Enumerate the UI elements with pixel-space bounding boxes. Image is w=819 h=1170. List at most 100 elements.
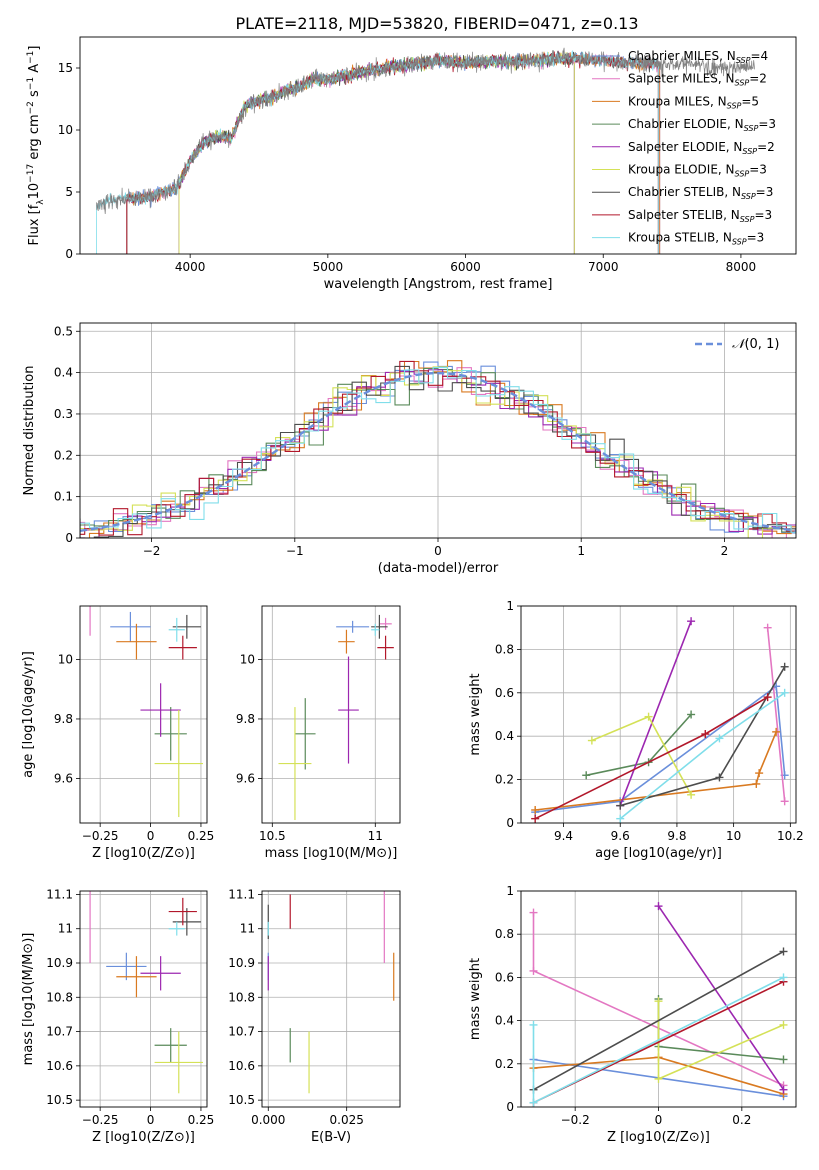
x-axis-label: Z [log10(Z/Z⊙)] <box>607 1130 710 1145</box>
y-tick-label: 10.5 <box>46 1093 73 1107</box>
x-axis-label: (data-model)/error <box>378 561 499 576</box>
errorbar-point <box>154 1031 203 1094</box>
y-tick-label: 1 <box>506 599 514 613</box>
y-tick-label: 0.2 <box>495 773 514 787</box>
y-tick-label: 0 <box>65 531 73 545</box>
legend-label: Kroupa MILES, NSSP=5 <box>628 94 759 110</box>
y-tick-label: 11 <box>58 922 73 936</box>
legend-label: Chabrier STELIB, NSSP=3 <box>628 185 773 201</box>
plus-marker <box>763 623 772 632</box>
x-tick-label: 10.5 <box>259 829 286 843</box>
plus-marker <box>772 727 781 736</box>
x-tick-label: 0 <box>434 544 442 558</box>
y-tick-label: 9.6 <box>54 771 73 785</box>
plus-marker <box>531 805 540 814</box>
errorbar-point <box>168 921 185 936</box>
plus-marker <box>779 947 788 956</box>
axes-frame <box>79 36 797 255</box>
plus-marker <box>654 902 663 911</box>
y-axis-label: Normed distribution <box>22 366 37 496</box>
errorbar-point <box>294 698 316 770</box>
plus-marker <box>779 1085 788 1094</box>
x-tick-label: 6000 <box>450 260 481 274</box>
y-tick-label: 11 <box>240 922 255 936</box>
errorbar-point <box>371 614 388 639</box>
plus-marker <box>529 1098 538 1107</box>
y-tick-label: 0 <box>506 816 514 830</box>
y-tick-label: 0.4 <box>495 729 514 743</box>
errorbar-point <box>172 908 201 936</box>
plus-marker <box>779 1055 788 1064</box>
x-tick-label: 0.000 <box>251 1113 285 1127</box>
axes-frame <box>79 605 208 824</box>
y-tick-label: 10 <box>240 653 255 667</box>
legend-label: Salpeter STELIB, NSSP=3 <box>628 208 772 224</box>
histogram-line <box>80 360 796 536</box>
histogram-line <box>80 367 796 538</box>
errorbars <box>89 606 203 818</box>
plus-marker <box>616 801 625 810</box>
x-axis-label: mass [log10(M/M⊙)] <box>265 846 398 861</box>
age-vs-mass-panel: 10.5 11 9.6 9.8 10 mass [log10(M/M⊙)] <box>236 605 401 861</box>
y-tick-label: 0.1 <box>54 490 73 504</box>
y-axis-label: Flux [fλ10−17 erg cm−2 s−1 A−1] <box>26 46 46 246</box>
legend-label: Chabrier ELODIE, NSSP=3 <box>628 117 776 133</box>
errorbar-point <box>116 956 157 998</box>
errorbar-point <box>336 620 370 633</box>
errorbar-point <box>371 623 380 636</box>
y-tick-label: 10 <box>58 653 73 667</box>
observed-spectrum-line <box>96 47 755 215</box>
plus-marker <box>687 617 696 626</box>
weight-line <box>533 950 784 1091</box>
x-tick-label: 0.025 <box>330 1113 364 1127</box>
plus-marker <box>529 1020 538 1029</box>
age-vs-Z-panel: −0.25 0 0.25 9.6 9.8 10 Z [log10(Z/Z⊙)] age [lo… <box>21 605 214 861</box>
x-tick-label: 9.4 <box>554 829 573 843</box>
x-tick-label: −0.2 <box>561 1113 590 1127</box>
errorbar-point <box>140 956 181 991</box>
x-tick-label: 0 <box>147 829 155 843</box>
y-axis-label: mass weight <box>468 958 483 1040</box>
model-spectrum-line <box>178 52 575 254</box>
y-tick-label: 0.2 <box>54 448 73 462</box>
errorbars <box>278 614 394 821</box>
y-axis-label: age [log10(age/yr)] <box>21 651 36 778</box>
x-tick-label: −1 <box>286 544 304 558</box>
errorbar-point <box>110 611 151 642</box>
plus-marker <box>654 1074 663 1083</box>
y-tick-label: 0 <box>506 1100 514 1114</box>
errorbar-point <box>106 952 147 981</box>
errorbar-point <box>338 629 355 654</box>
plus-marker <box>531 814 540 823</box>
x-tick-label: 0.25 <box>188 1113 215 1127</box>
legend-label: Kroupa STELIB, NSSP=3 <box>628 231 764 247</box>
model-spectrum-line <box>126 51 659 254</box>
errorbar-point <box>172 614 201 639</box>
y-tick-label: 15 <box>58 61 73 75</box>
x-axis-label: Z [log10(Z/Z⊙)] <box>92 1130 195 1145</box>
axes-frame <box>261 890 401 1108</box>
errorbar-point <box>168 617 185 642</box>
errorbar-point <box>116 623 157 660</box>
figure-title: PLATE=2118, MJD=53820, FIBERID=0471, z=0… <box>235 14 638 33</box>
plus-marker <box>529 908 538 917</box>
plus-marker <box>752 779 761 788</box>
x-tick-label: 0 <box>147 1113 155 1127</box>
y-tick-label: 11.1 <box>228 887 255 901</box>
x-tick-label: −0.25 <box>82 1113 119 1127</box>
x-tick-label: 0.2 <box>732 1113 751 1127</box>
x-axis-label: Z [log10(Z/Z⊙)] <box>92 846 195 861</box>
x-axis-label: wavelength [Angstrom, rest frame] <box>324 277 553 292</box>
plus-marker <box>755 769 764 778</box>
legend: Chabrier MILES, NSSP=4 Salpeter MILES, NS… <box>592 49 776 247</box>
x-axis-label: age [log10(age/yr)] <box>595 846 722 861</box>
y-axis-label: mass [log10(M/M⊙)] <box>21 933 36 1066</box>
errorbar-point <box>377 635 394 660</box>
y-tick-label: 9.8 <box>54 712 73 726</box>
y-tick-label: 11.1 <box>46 887 73 901</box>
x-tick-label: 2 <box>721 544 729 558</box>
errorbar-point <box>154 707 187 761</box>
x-tick-label: −0.25 <box>82 829 119 843</box>
x-tick-label: 11 <box>368 829 383 843</box>
